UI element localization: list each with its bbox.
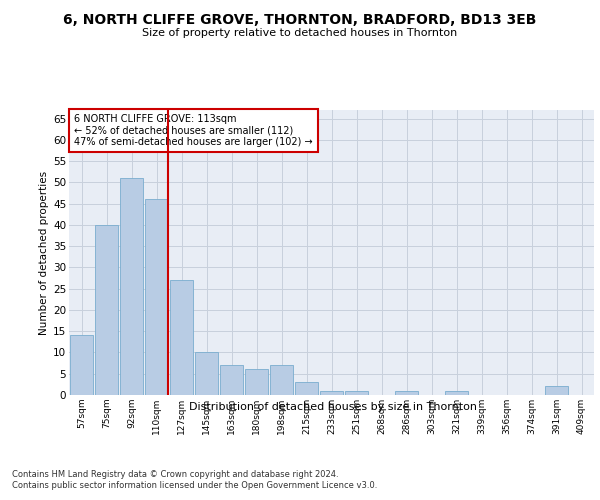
Bar [270, 365, 293, 395]
Bar [120, 178, 143, 395]
Bar [245, 370, 268, 395]
Text: Contains public sector information licensed under the Open Government Licence v3: Contains public sector information licen… [12, 481, 377, 490]
Bar [545, 386, 568, 395]
Text: 6, NORTH CLIFFE GROVE, THORNTON, BRADFORD, BD13 3EB: 6, NORTH CLIFFE GROVE, THORNTON, BRADFOR… [64, 12, 536, 26]
Bar [295, 382, 318, 395]
Bar [320, 390, 343, 395]
Text: 6 NORTH CLIFFE GROVE: 113sqm
← 52% of detached houses are smaller (112)
47% of s: 6 NORTH CLIFFE GROVE: 113sqm ← 52% of de… [74, 114, 313, 148]
Bar [145, 200, 168, 395]
Bar [195, 352, 218, 395]
Bar [220, 365, 243, 395]
Bar [395, 390, 418, 395]
Bar [95, 225, 118, 395]
Text: Contains HM Land Registry data © Crown copyright and database right 2024.: Contains HM Land Registry data © Crown c… [12, 470, 338, 479]
Text: Distribution of detached houses by size in Thornton: Distribution of detached houses by size … [189, 402, 477, 412]
Text: Size of property relative to detached houses in Thornton: Size of property relative to detached ho… [142, 28, 458, 38]
Y-axis label: Number of detached properties: Number of detached properties [39, 170, 49, 334]
Bar [70, 336, 93, 395]
Bar [345, 390, 368, 395]
Bar [445, 390, 468, 395]
Bar [170, 280, 193, 395]
